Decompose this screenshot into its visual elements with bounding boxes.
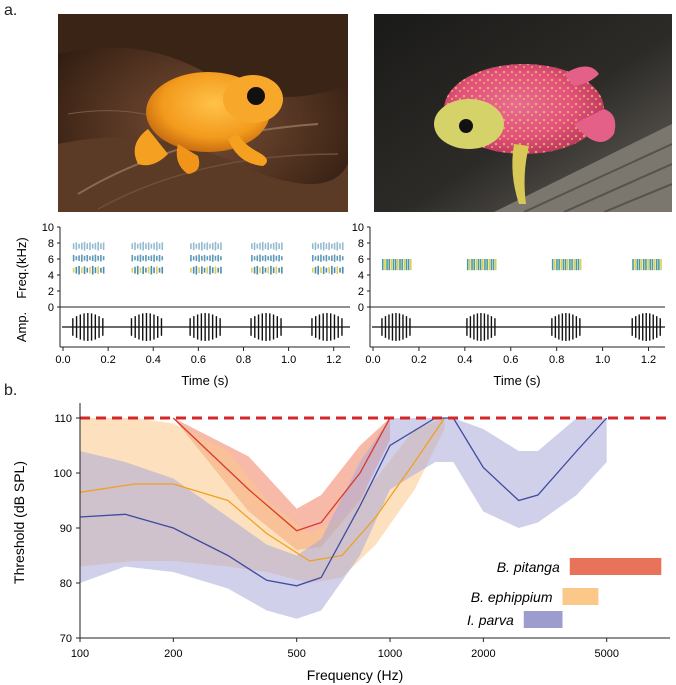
freq-tick-label: 6: [358, 254, 364, 266]
call-2: [466, 259, 497, 341]
orange-frog-photo: [58, 14, 348, 212]
legend-label: B. ephippium: [471, 589, 553, 605]
call-5: [311, 241, 344, 341]
call-1: [72, 241, 105, 341]
time-tick-label: 0.0: [365, 354, 380, 366]
freq-tick-label: 0: [48, 302, 54, 314]
call-4: [250, 241, 283, 341]
freq-tick-label: 2: [48, 286, 54, 298]
time-tick-label: 0.0: [55, 354, 70, 366]
y-tick-label: 90: [60, 523, 72, 535]
band-i-parva: [80, 418, 607, 619]
time-tick-label: 1.0: [595, 354, 610, 366]
x-tick-label: 5000: [594, 648, 618, 660]
call-3: [551, 259, 582, 341]
x-tick-label: 100: [71, 648, 89, 660]
time-tick-label: 0.2: [411, 354, 426, 366]
spectrogram-panel: Freq.(kHz) Amp. 10 8 6 4 2 0 0.0 0.2 0.4 0.6 0.8 1.…: [14, 222, 665, 388]
x-tick-label: 1000: [378, 648, 402, 660]
line-i-parva: [79, 417, 608, 587]
time-tick-label: 1.0: [281, 354, 296, 366]
amp-axis-label: Amp.: [14, 312, 29, 342]
panel-a-label: a.: [4, 2, 18, 19]
time-tick-label: 0.2: [100, 354, 115, 366]
threshold-chart: 70 80 90 100 110 100 200 500 1000 2000 5000 Thres…: [11, 403, 670, 683]
y-tick-label: 80: [60, 578, 72, 590]
time-tick-label: 0.6: [503, 354, 518, 366]
time-label-right: Time (s): [493, 373, 540, 388]
time-label-left: Time (s): [181, 373, 228, 388]
time-tick-label: 0.8: [549, 354, 564, 366]
time-tick-label: 1.2: [641, 354, 656, 366]
call-4: [631, 259, 662, 341]
time-tick-label: 0.4: [457, 354, 472, 366]
call-1: [381, 259, 412, 341]
time-tick-label: 0.8: [236, 354, 251, 366]
freq-tick-label: 0: [358, 302, 364, 314]
freq-tick-label: 10: [352, 222, 364, 234]
panel-b-label: b.: [4, 382, 18, 399]
pink-frog-photo: [374, 14, 672, 212]
time-tick-label: 0.6: [191, 354, 206, 366]
freq-tick-label: 6: [48, 254, 54, 266]
line-b-ephippium: [79, 417, 446, 562]
x-axis-label: Frequency (Hz): [307, 667, 403, 683]
freq-tick-label: 4: [358, 270, 364, 282]
y-tick-label: 100: [54, 468, 72, 480]
y-axis-label: Threshold (dB SPL): [11, 461, 27, 584]
legend: B. pitanga B. ephippium I. parva: [467, 558, 662, 628]
freq-tick-label: 2: [358, 286, 364, 298]
freq-tick-label: 8: [358, 238, 364, 250]
freq-axis-label: Freq.(kHz): [14, 237, 29, 298]
time-tick-label: 0.4: [146, 354, 161, 366]
freq-tick-label: 8: [48, 238, 54, 250]
legend-swatch: [523, 611, 563, 628]
y-tick-label: 110: [54, 413, 72, 425]
freq-tick-label: 4: [48, 270, 54, 282]
y-tick-label: 70: [60, 633, 72, 645]
x-tick-label: 200: [164, 648, 182, 660]
call-2: [130, 241, 164, 341]
line-b-pitanga: [172, 417, 391, 532]
legend-swatch: [562, 588, 599, 605]
call-3: [189, 241, 222, 341]
time-tick-label: 1.2: [326, 354, 341, 366]
legend-label: B. pitanga: [497, 559, 560, 575]
x-tick-label: 2000: [471, 648, 495, 660]
legend-swatch: [569, 558, 662, 575]
freq-tick-label: 10: [42, 222, 54, 234]
legend-label: I. parva: [467, 612, 514, 628]
x-tick-label: 500: [288, 648, 306, 660]
